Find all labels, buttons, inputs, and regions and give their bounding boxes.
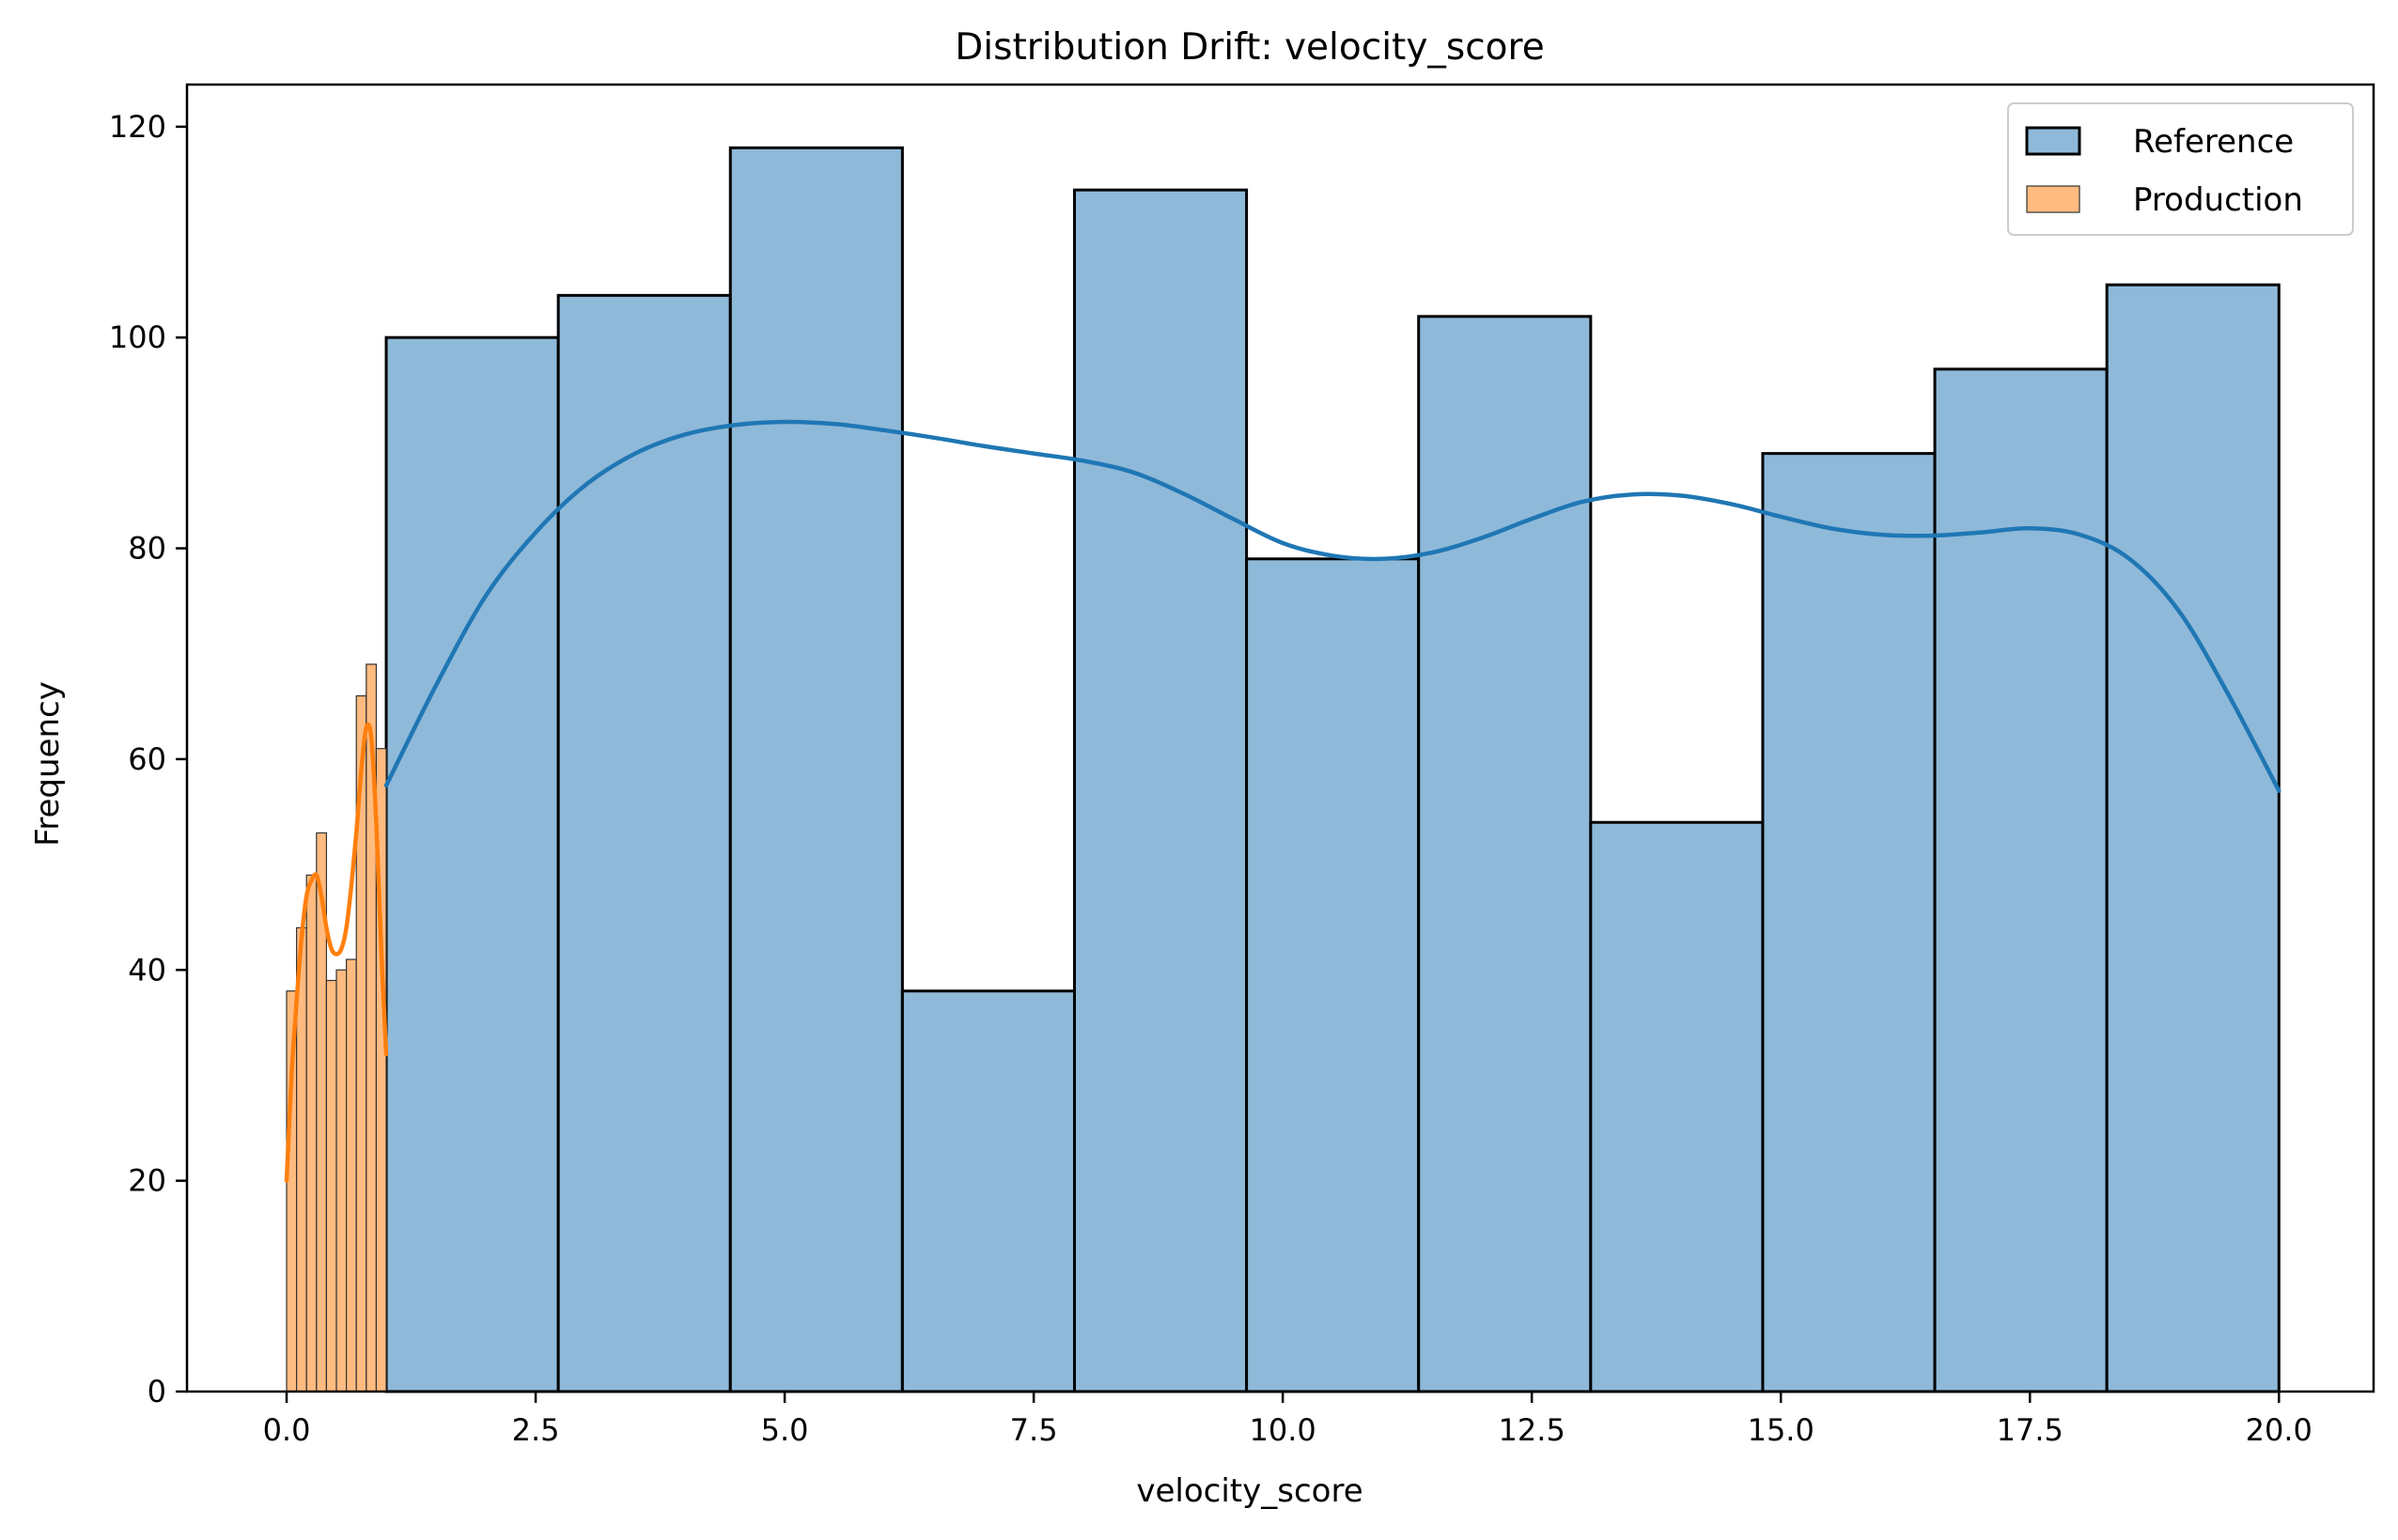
production-kde-line xyxy=(284,722,389,1183)
reference-bar xyxy=(1933,367,2109,1393)
reference-bar xyxy=(384,335,560,1393)
reference-bar xyxy=(1072,188,1249,1393)
production-bar xyxy=(325,979,337,1392)
x-tick-label: 20.0 xyxy=(2246,1412,2312,1448)
x-tick-label: 10.0 xyxy=(1250,1412,1316,1448)
y-tick-label: 60 xyxy=(128,741,166,777)
y-axis-label: Frequency xyxy=(29,681,67,847)
production-bars xyxy=(286,663,387,1392)
reference-kde-line xyxy=(383,419,2281,793)
reference-bar xyxy=(1589,820,1765,1393)
reference-bar xyxy=(1761,452,1937,1393)
reference-bar xyxy=(1245,557,1421,1393)
x-tick-label: 2.5 xyxy=(512,1412,560,1448)
y-tick-label: 20 xyxy=(128,1163,166,1199)
reference-bar xyxy=(1417,315,1593,1393)
reference-bar xyxy=(900,989,1076,1393)
x-tick-label: 0.0 xyxy=(263,1412,311,1448)
y-tick-label: 120 xyxy=(109,109,166,145)
legend-label-reference: Reference xyxy=(2133,123,2294,161)
production-bar xyxy=(335,969,348,1392)
legend-swatch-reference xyxy=(2025,126,2081,156)
y-axis: 0 20 40 60 80 100 120 xyxy=(109,109,187,1409)
reference-bar xyxy=(556,293,732,1393)
x-tick-label: 15.0 xyxy=(1748,1412,1814,1448)
y-tick-label: 100 xyxy=(109,319,166,355)
y-tick-label: 0 xyxy=(148,1374,166,1409)
x-tick-label: 12.5 xyxy=(1499,1412,1565,1448)
legend-swatch-production xyxy=(2026,185,2080,213)
x-axis: 0.0 2.5 5.0 7.5 10.0 12.5 15.0 17.5 20.0 xyxy=(263,1392,2312,1448)
y-tick-label: 80 xyxy=(128,531,166,567)
legend-box xyxy=(2007,102,2354,236)
plot-frame xyxy=(185,83,2375,1393)
production-bar xyxy=(346,958,357,1392)
x-tick-label: 17.5 xyxy=(1997,1412,2063,1448)
x-tick-label: 7.5 xyxy=(1010,1412,1058,1448)
legend: Reference Production xyxy=(2007,102,2354,236)
reference-bar xyxy=(2105,283,2281,1393)
y-tick-label: 40 xyxy=(128,952,166,988)
production-bar xyxy=(305,874,318,1392)
chart-title: Distribution Drift: velocity_score xyxy=(955,26,1544,69)
legend-label-production: Production xyxy=(2133,181,2303,219)
reference-bar xyxy=(728,146,904,1393)
x-tick-label: 5.0 xyxy=(761,1412,809,1448)
reference-bars xyxy=(384,146,2281,1393)
x-axis-label: velocity_score xyxy=(1136,1472,1362,1510)
